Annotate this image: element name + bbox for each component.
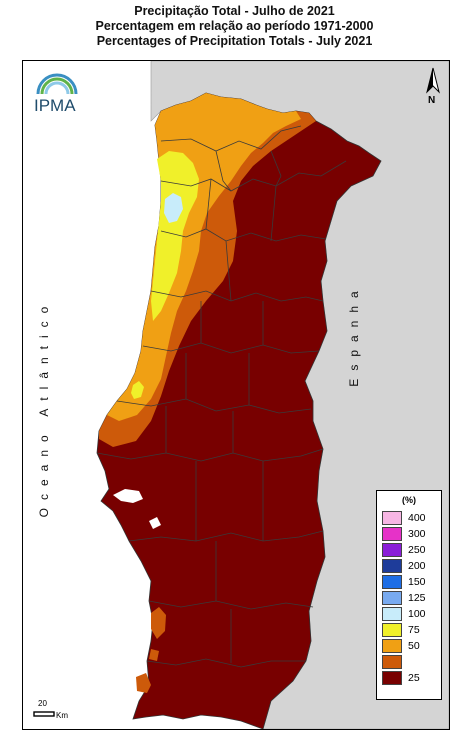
legend-swatch <box>382 559 402 573</box>
legend-label: 200 <box>408 560 426 572</box>
portugal-region-125 <box>164 193 183 223</box>
map-title: Precipitação Total - Julho de 2021 Perce… <box>0 4 469 49</box>
legend-swatch <box>382 655 402 669</box>
legend-swatch <box>382 671 402 685</box>
title-line-1: Precipitação Total - Julho de 2021 <box>134 4 335 18</box>
tagus-estuary <box>113 489 143 503</box>
legend-swatch <box>382 591 402 605</box>
legend-label: 75 <box>408 624 420 636</box>
spain-label: Espanha <box>347 283 361 387</box>
legend-swatch <box>382 511 402 525</box>
title-line-2: Percentagem em relação ao período 1971-2… <box>95 19 374 33</box>
legend-swatch <box>382 527 402 541</box>
legend-item: 75 <box>382 623 440 637</box>
legend-item: 250 <box>382 543 440 557</box>
map-frame[interactable] <box>22 60 450 730</box>
legend-item: 300 <box>382 527 440 541</box>
legend-item: 400 <box>382 511 440 525</box>
legend-label: 150 <box>408 576 426 588</box>
legend-item: 200 <box>382 559 440 573</box>
legend-item: 100 <box>382 607 440 621</box>
legend-label: 125 <box>408 592 426 604</box>
north-label: N <box>428 95 436 106</box>
scale-bar-icon <box>33 711 55 717</box>
title-line-3: Percentages of Precipitation Totals - Ju… <box>96 34 373 48</box>
legend-label: 250 <box>408 544 426 556</box>
legend-item: 125 <box>382 591 440 605</box>
legend-label: 300 <box>408 528 426 540</box>
portugal-spot-south-3 <box>149 649 159 661</box>
legend-swatch <box>382 543 402 557</box>
legend-item <box>382 655 440 669</box>
legend: (%) 400 300 250 200 150 125 100 75 50 <box>376 490 442 700</box>
legend-label: 400 <box>408 512 426 524</box>
legend-swatch <box>382 575 402 589</box>
legend-label: 25 <box>408 672 420 684</box>
legend-label: 50 <box>408 640 420 652</box>
district-borders <box>96 125 347 668</box>
scale-unit: Km <box>56 711 68 720</box>
legend-label: 100 <box>408 608 426 620</box>
sado-estuary <box>149 517 161 529</box>
portugal-spot-yellow <box>131 381 144 399</box>
ocean-label: Oceano Atlântico <box>37 298 51 518</box>
legend-swatch <box>382 607 402 621</box>
north-arrow-icon <box>426 67 440 94</box>
portugal-region-100-yellow <box>151 151 199 321</box>
legend-item: 150 <box>382 575 440 589</box>
legend-item: 25 <box>382 671 440 685</box>
legend-item: 50 <box>382 639 440 653</box>
portugal-region-75 <box>107 93 301 421</box>
logo-text: IPMA <box>34 96 76 115</box>
scale-value: 20 <box>38 699 47 708</box>
portugal-spot-south-1 <box>151 607 166 639</box>
portugal-spot-south-2 <box>136 673 151 693</box>
legend-swatch <box>382 623 402 637</box>
precipitation-map[interactable] <box>23 61 449 729</box>
legend-swatch <box>382 639 402 653</box>
ipma-logo-icon <box>36 73 78 95</box>
legend-title: (%) <box>402 495 416 505</box>
